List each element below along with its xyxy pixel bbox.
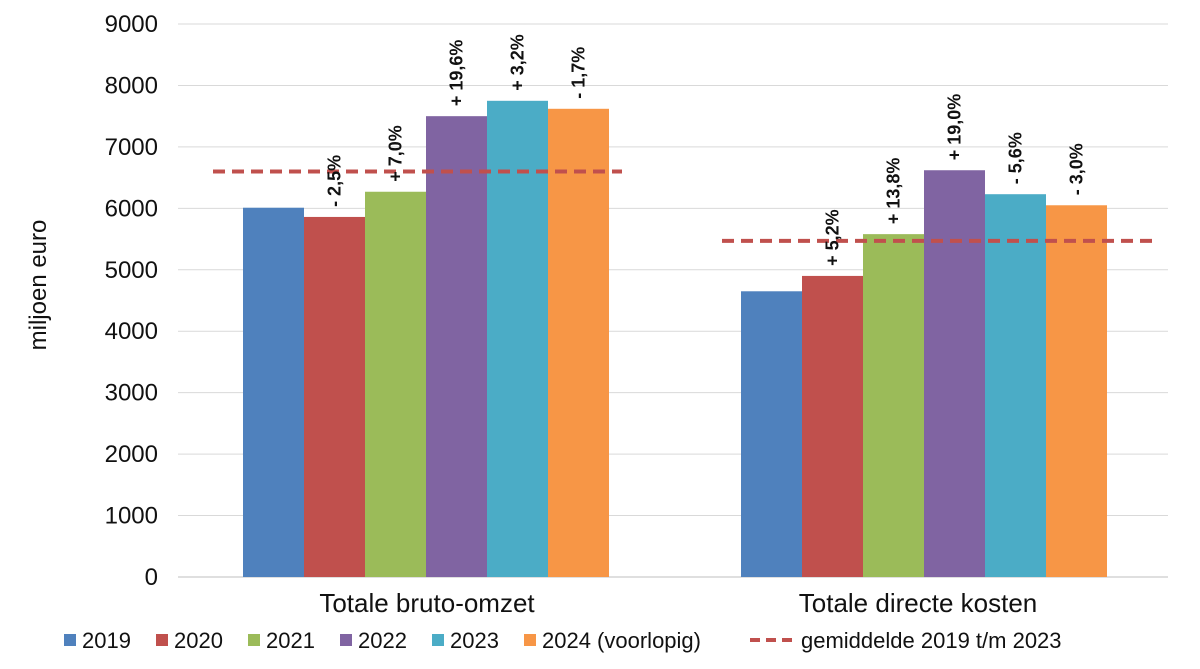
legend-label: gemiddelde 2019 t/m 2023 — [801, 628, 1062, 653]
y-tick-label: 7000 — [105, 134, 158, 161]
data-label: + 7,0% — [386, 125, 406, 182]
average-lines — [213, 169, 1158, 243]
category-label: Totale bruto-omzet — [319, 588, 535, 618]
legend: 2019 2020 2021 2022 2023 2024 (voorlopig) gemi… — [64, 628, 1062, 653]
legend-label: 2024 (voorlopig) — [542, 628, 701, 653]
bar-2020-bruto-omzet — [304, 216, 365, 578]
bar-2021-bruto-omzet — [365, 191, 426, 577]
legend-swatch — [156, 634, 168, 646]
y-tick-label: 6000 — [105, 195, 158, 222]
y-tick-label: 2000 — [105, 441, 158, 468]
data-label: + 19,6% — [447, 40, 467, 107]
legend-swatch — [432, 634, 444, 646]
legend-swatch — [64, 634, 76, 646]
bar-2021-directe-kosten — [863, 234, 924, 577]
y-tick-label: 8000 — [105, 72, 158, 99]
legend-label: 2021 — [266, 628, 315, 653]
y-tick-label: 9000 — [105, 11, 158, 38]
y-tick-label: 5000 — [105, 257, 158, 284]
legend-swatch — [340, 634, 352, 646]
bars — [243, 100, 1107, 578]
data-labels: - 2,5% + 5,2% + 7,0% + 13,8% + 19,6% + 19,0% +… — [325, 34, 1087, 266]
legend-swatch — [524, 634, 536, 646]
y-tick-label: 3000 — [105, 380, 158, 407]
legend-label: 2020 — [174, 628, 223, 653]
data-label: + 3,2% — [508, 34, 528, 91]
bar-2024-directe-kosten — [1046, 205, 1107, 577]
bar-2020-directe-kosten — [802, 275, 863, 577]
bar-2019-directe-kosten — [741, 291, 802, 577]
legend-label: 2019 — [82, 628, 131, 653]
data-label: + 5,2% — [823, 209, 843, 266]
data-label: - 2,5% — [325, 155, 345, 207]
legend-label: 2022 — [358, 628, 407, 653]
y-tick-label: 1000 — [105, 503, 158, 530]
bar-2022-directe-kosten — [924, 170, 985, 577]
legend-swatch — [248, 634, 260, 646]
y-axis-tick-labels: 0 1000 2000 3000 4000 5000 6000 7000 8000 9000 — [105, 11, 158, 591]
bar-2023-directe-kosten — [985, 194, 1046, 577]
category-labels: Totale bruto-omzet Totale directe kosten — [319, 588, 1037, 618]
category-label: Totale directe kosten — [799, 588, 1037, 618]
data-label: + 19,0% — [945, 94, 965, 161]
bar-2023-bruto-omzet — [487, 100, 548, 578]
data-label: - 3,0% — [1067, 143, 1087, 195]
legend-label: 2023 — [450, 628, 499, 653]
bar-2024-bruto-omzet — [548, 108, 609, 577]
y-axis-title: miljoen euro — [25, 220, 52, 351]
bar-2022-bruto-omzet — [426, 116, 487, 578]
data-label: - 5,6% — [1006, 132, 1026, 184]
y-tick-label: 4000 — [105, 318, 158, 345]
data-label: - 1,7% — [569, 47, 589, 99]
y-tick-label: 0 — [145, 564, 158, 591]
data-label: + 13,8% — [884, 158, 904, 225]
bar-2019-bruto-omzet — [243, 207, 304, 578]
